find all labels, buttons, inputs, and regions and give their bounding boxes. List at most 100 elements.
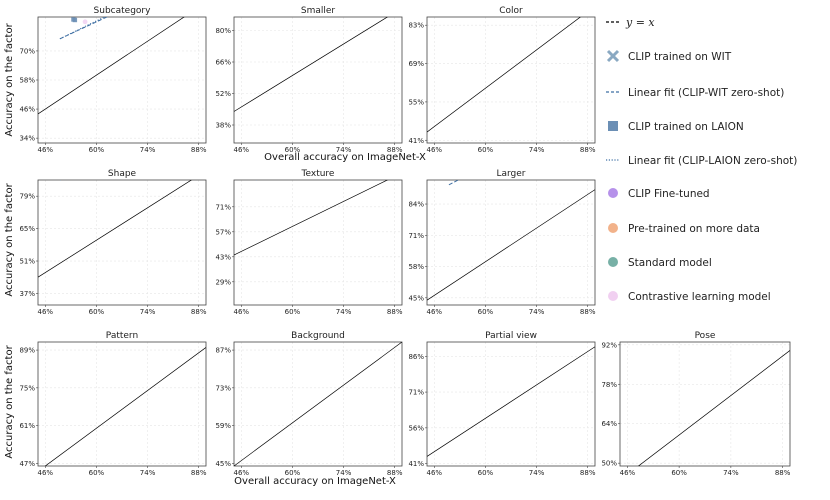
point-standard — [152, 125, 157, 130]
point-standard — [726, 267, 731, 272]
point-standard — [539, 276, 544, 281]
point-clip-laion — [541, 134, 545, 138]
point-clip-laion — [128, 256, 132, 260]
point-clip-laion — [316, 140, 320, 144]
point-standard — [149, 116, 154, 121]
point-clip-wit — [321, 137, 326, 142]
point-standard — [517, 151, 522, 156]
point-standard — [338, 129, 343, 134]
point-clip-wit — [499, 295, 504, 300]
point-standard — [504, 147, 509, 152]
point-clip-wit — [129, 125, 134, 130]
point-standard — [357, 264, 362, 269]
point-clip-laion — [137, 259, 141, 263]
point-more-data — [344, 127, 349, 132]
point-standard — [346, 274, 351, 279]
point-clip-laion — [358, 117, 362, 121]
point-clip-laion — [156, 107, 160, 111]
point-clip-laion — [127, 124, 131, 128]
point-standard — [515, 291, 520, 296]
point-contrastive — [130, 269, 135, 274]
point-clip-laion — [747, 242, 751, 246]
point-standard — [118, 275, 123, 280]
point-clip-laion — [349, 120, 353, 124]
point-clip-wit — [115, 134, 120, 139]
point-standard — [135, 125, 140, 130]
point-contrastive — [498, 307, 503, 312]
point-clip-laion — [149, 242, 153, 246]
point-more-data — [173, 242, 178, 247]
point-standard — [506, 147, 511, 152]
point-more-data — [731, 262, 736, 267]
point-clip-wit — [344, 127, 349, 132]
point-contrastive — [115, 144, 120, 149]
point-finetuned — [571, 110, 576, 115]
legend-label: y = x — [625, 16, 655, 29]
point-standard — [561, 261, 566, 266]
point-finetuned — [197, 218, 202, 223]
point-clip-wit — [330, 130, 335, 135]
point-standard — [130, 268, 135, 273]
point-clip-laion — [460, 320, 464, 324]
panel-title: Shape — [108, 169, 137, 179]
point-clip-wit — [144, 115, 149, 120]
point-more-data — [153, 112, 158, 117]
y-axis-label: Accuracy on the factor — [4, 182, 15, 296]
x-tick-label: 74% — [723, 469, 739, 477]
point-finetuned — [762, 234, 767, 239]
point-clip-laion — [165, 104, 169, 108]
point-clip-laion — [554, 122, 558, 126]
point-contrastive — [472, 321, 477, 326]
point-more-data — [164, 241, 169, 246]
point-standard — [149, 258, 154, 263]
point-more-data — [361, 119, 366, 124]
point-clip-laion — [514, 284, 518, 288]
point-finetuned — [393, 94, 398, 99]
point-more-data — [383, 101, 388, 106]
point-contrastive — [471, 172, 476, 177]
point-clip-laion — [121, 130, 125, 134]
point-clip-wit — [348, 261, 353, 266]
point-finetuned — [179, 227, 184, 232]
point-standard — [178, 239, 183, 244]
point-clip-laion — [333, 271, 337, 275]
fit-line-laion — [60, 218, 202, 315]
legend-label: Linear fit (CLIP-LAION zero-shot) — [628, 155, 797, 167]
point-clip-laion — [304, 140, 308, 144]
point-clip-laion — [478, 162, 482, 166]
point-clip-laion — [548, 267, 552, 271]
point-clip-wit — [296, 300, 301, 305]
point-clip-laion — [530, 137, 534, 141]
point-clip-laion — [466, 315, 470, 319]
point-standard — [548, 270, 553, 275]
point-more-data — [569, 254, 574, 259]
point-standard — [714, 273, 719, 278]
y-tick-label: 78% — [601, 381, 617, 389]
point-standard — [305, 147, 310, 152]
x-tick-label: 74% — [336, 308, 352, 316]
point-contrastive — [108, 144, 113, 149]
point-standard — [130, 130, 135, 135]
point-clip-laion — [88, 2, 92, 6]
point-standard — [170, 99, 175, 104]
point-clip-laion — [321, 279, 325, 283]
point-standard — [168, 106, 173, 111]
point-clip-laion — [511, 286, 515, 290]
point-finetuned — [191, 83, 196, 88]
y-tick-label: 57% — [215, 228, 231, 236]
point-finetuned — [197, 219, 202, 224]
point-more-data — [372, 112, 377, 117]
point-finetuned — [194, 91, 199, 96]
point-clip-wit — [93, 285, 98, 290]
point-contrastive — [332, 140, 337, 145]
point-clip-laion — [485, 161, 489, 165]
legend-label: Contrastive learning model — [628, 291, 771, 303]
point-finetuned — [567, 256, 572, 261]
point-clip-laion — [501, 147, 505, 151]
point-clip-wit — [728, 256, 733, 261]
point-finetuned — [766, 233, 771, 238]
point-finetuned — [582, 108, 587, 113]
point-finetuned — [183, 223, 188, 228]
point-standard — [528, 284, 533, 289]
